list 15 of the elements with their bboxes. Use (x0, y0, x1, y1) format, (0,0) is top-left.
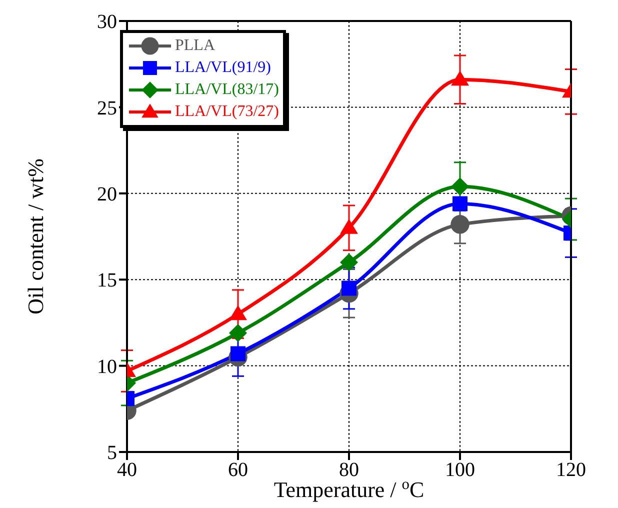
y-tick-label: 20 (97, 184, 117, 206)
y-tick-label: 10 (97, 356, 117, 378)
x-tick-label: 100 (445, 459, 475, 482)
legend-label: PLLA (175, 37, 215, 55)
y-tick-label: 30 (97, 11, 117, 34)
x-tick-label: 60 (228, 459, 248, 482)
y-tick-label: 25 (97, 97, 117, 120)
y-tick-label: 5 (107, 442, 117, 464)
x-tick-label: 120 (556, 459, 586, 482)
legend-label: LLA/VL(91/9) (175, 59, 271, 77)
legend-label: LLA/VL(83/17) (175, 81, 279, 99)
y-tick-label: 15 (97, 270, 117, 292)
legend-label: LLA/VL(73/27) (175, 103, 279, 121)
x-tick-label: 40 (117, 459, 137, 482)
y-axis-title: Oil content / wt% (23, 158, 48, 314)
